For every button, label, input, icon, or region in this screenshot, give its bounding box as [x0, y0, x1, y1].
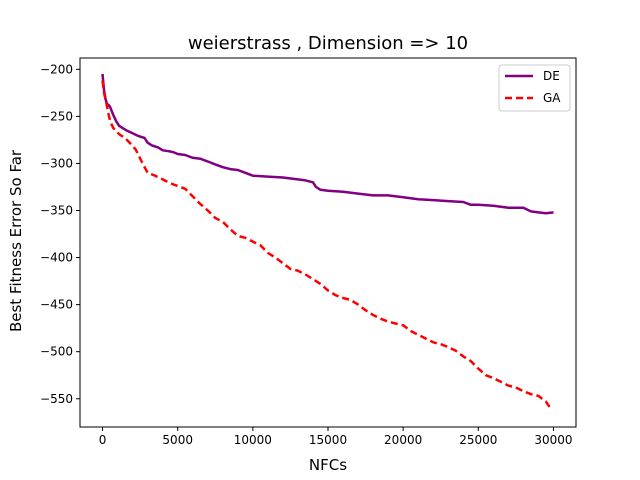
- x-tick-label: 5000: [162, 433, 193, 447]
- y-tick-label: −500: [40, 345, 73, 359]
- y-tick-label: −550: [40, 392, 73, 406]
- x-tick-label: 20000: [384, 433, 422, 447]
- x-axis-ticks: 0 5000 10000 15000 20000 25000 30000: [99, 427, 573, 447]
- series-line-ga: [101, 80, 552, 409]
- y-axis-label: Best Fitness Error So Far: [7, 149, 25, 332]
- x-tick-label: 30000: [534, 433, 572, 447]
- y-tick-label: −250: [40, 109, 73, 123]
- y-tick-label: −300: [40, 156, 73, 170]
- y-tick-label: −400: [40, 251, 73, 265]
- plot-area: [101, 73, 554, 409]
- y-tick-label: −200: [40, 62, 73, 76]
- x-tick-label: 0: [99, 433, 107, 447]
- chart-title: weierstrass , Dimension => 10: [188, 33, 468, 54]
- x-axis-label: NFCs: [309, 456, 347, 474]
- plot-frame: [79, 57, 577, 428]
- x-tick-label: 25000: [459, 433, 497, 447]
- legend-label-ga: GA: [543, 91, 561, 105]
- legend-label-de: DE: [543, 69, 560, 83]
- series-line-de: [101, 73, 554, 215]
- x-tick-label: 10000: [234, 433, 272, 447]
- y-tick-label: −350: [40, 203, 73, 217]
- y-axis-ticks: −200 −250 −300 −350 −400 −450 −500 −550: [40, 62, 80, 406]
- y-tick-label: −450: [40, 298, 73, 312]
- x-tick-label: 15000: [309, 433, 347, 447]
- legend: DE GA: [498, 64, 571, 112]
